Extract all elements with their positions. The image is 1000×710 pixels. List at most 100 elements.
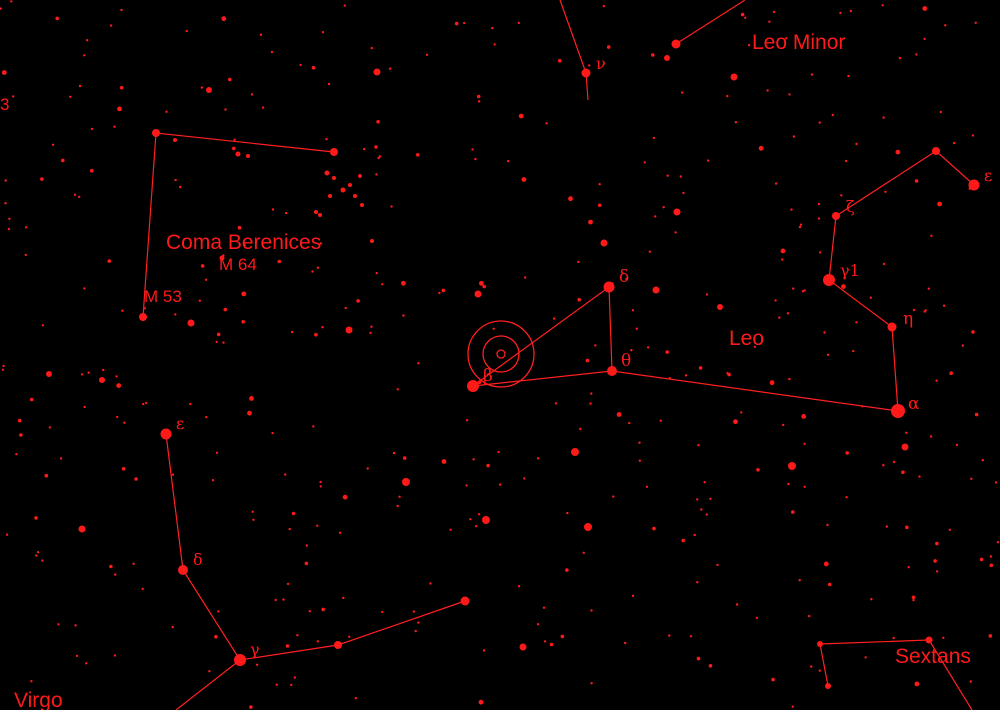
faint-star bbox=[15, 453, 18, 456]
faint-star bbox=[321, 607, 326, 612]
star-delta-vir[interactable] bbox=[178, 565, 188, 575]
star-epsilon-leo[interactable] bbox=[968, 179, 980, 191]
star-leo-minor-46[interactable] bbox=[671, 39, 681, 49]
faint-star bbox=[475, 525, 478, 528]
faint-star bbox=[465, 419, 469, 422]
faint-star bbox=[861, 405, 864, 408]
faint-star bbox=[402, 314, 405, 317]
faint-star bbox=[252, 518, 255, 521]
faint-star bbox=[221, 16, 227, 22]
faint-star bbox=[949, 371, 953, 376]
faint-star bbox=[342, 494, 348, 500]
faint-star bbox=[465, 484, 468, 487]
faint-star bbox=[536, 623, 540, 626]
faint-star bbox=[590, 609, 593, 612]
faint-star bbox=[417, 362, 420, 365]
faint-star bbox=[376, 120, 380, 124]
faint-star bbox=[208, 670, 211, 673]
faint-star bbox=[417, 621, 420, 624]
label-virgo: Virgo bbox=[14, 689, 63, 710]
faint-star bbox=[284, 473, 287, 476]
star-algieba[interactable] bbox=[823, 274, 835, 286]
star-eta-vir[interactable] bbox=[334, 641, 342, 649]
star-porrima[interactable] bbox=[234, 654, 246, 666]
star-zosma[interactable] bbox=[603, 281, 615, 293]
faint-star bbox=[200, 264, 205, 268]
faint-star bbox=[989, 563, 994, 568]
star-eta-leo[interactable] bbox=[887, 322, 897, 332]
faint-star bbox=[698, 366, 703, 370]
faint-star bbox=[482, 649, 486, 652]
star-regulus[interactable] bbox=[891, 404, 905, 418]
faint-star bbox=[0, 7, 2, 10]
faint-star bbox=[90, 127, 94, 131]
star-chertan[interactable] bbox=[607, 366, 617, 376]
faint-star bbox=[744, 16, 747, 19]
faint-star bbox=[499, 483, 502, 486]
faint-star bbox=[911, 595, 916, 600]
faint-star bbox=[668, 634, 671, 637]
faint-star bbox=[228, 77, 232, 82]
faint-star bbox=[756, 468, 760, 472]
faint-star bbox=[792, 135, 796, 138]
faint-star bbox=[243, 243, 246, 247]
faint-star bbox=[288, 527, 291, 531]
faint-star bbox=[482, 284, 487, 289]
faint-star bbox=[165, 110, 168, 114]
star-beta-vir[interactable] bbox=[460, 596, 470, 606]
faint-star bbox=[311, 65, 316, 70]
star-vindemiatrix[interactable] bbox=[160, 428, 172, 440]
faint-star bbox=[449, 528, 452, 531]
faint-star bbox=[988, 634, 993, 638]
virgo-line-2 bbox=[175, 659, 241, 710]
faint-star bbox=[590, 392, 593, 395]
label-coma-berenices: Coma Berenices bbox=[166, 231, 321, 254]
faint-star bbox=[791, 510, 795, 514]
faint-star bbox=[924, 309, 927, 312]
star-mu-leo[interactable] bbox=[932, 147, 940, 155]
faint-star bbox=[869, 296, 872, 299]
star-sextans-3[interactable] bbox=[825, 683, 831, 689]
faint-star bbox=[935, 570, 939, 573]
faint-star bbox=[630, 349, 633, 352]
faint-star bbox=[912, 598, 915, 602]
star-sextans-1[interactable] bbox=[925, 636, 933, 644]
faint-star bbox=[438, 291, 441, 295]
faint-star bbox=[286, 582, 290, 586]
faint-star bbox=[454, 21, 459, 26]
star-denebola[interactable] bbox=[467, 380, 479, 392]
star-coma-1[interactable] bbox=[152, 129, 160, 137]
faint-star bbox=[787, 482, 790, 486]
faint-star bbox=[606, 45, 611, 49]
faint-star bbox=[518, 113, 524, 119]
star-zeta-leo[interactable] bbox=[832, 212, 840, 220]
faint-star bbox=[370, 46, 373, 50]
telescope-target-icon[interactable] bbox=[467, 320, 535, 388]
faint-star bbox=[915, 53, 918, 56]
faint-star bbox=[116, 383, 122, 388]
faint-star bbox=[705, 293, 709, 296]
faint-star bbox=[624, 641, 627, 645]
faint-star bbox=[914, 681, 920, 687]
greek-delta-vir: δ bbox=[193, 550, 203, 569]
star-coma-2[interactable] bbox=[330, 148, 338, 156]
m64-mark[interactable] bbox=[219, 255, 225, 261]
faint-star bbox=[7, 227, 11, 231]
faint-star bbox=[696, 498, 699, 501]
faint-star bbox=[10, 0, 13, 3]
faint-star bbox=[855, 142, 858, 146]
faint-star bbox=[935, 541, 939, 546]
faint-star bbox=[769, 380, 775, 386]
faint-star bbox=[927, 287, 930, 290]
star-sextans-2[interactable] bbox=[817, 641, 823, 647]
faint-star bbox=[312, 425, 315, 428]
faint-star bbox=[788, 377, 791, 381]
faint-star bbox=[284, 211, 288, 215]
faint-star bbox=[232, 146, 236, 151]
faint-star bbox=[590, 682, 593, 685]
faint-star bbox=[282, 598, 285, 601]
star-coma-3[interactable] bbox=[139, 313, 147, 321]
star-nu[interactable] bbox=[581, 68, 591, 78]
faint-star bbox=[826, 353, 830, 356]
